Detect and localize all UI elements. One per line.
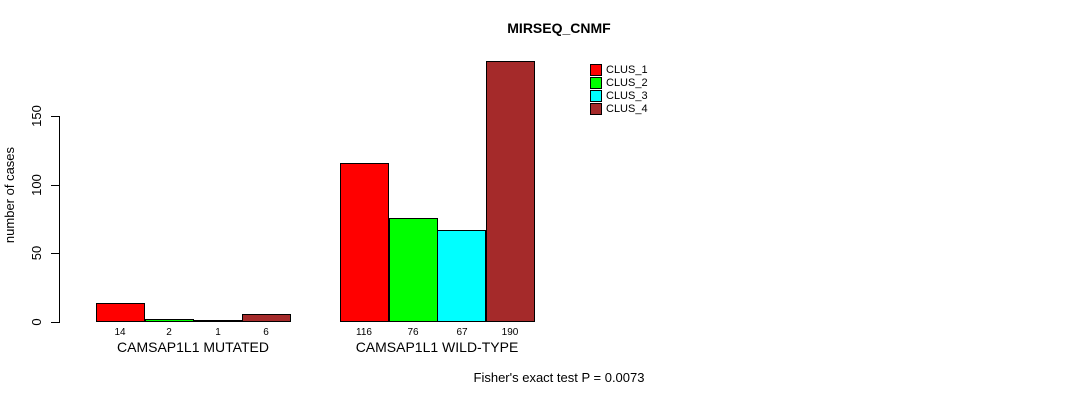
bar [437,230,486,322]
bar [96,303,145,322]
bar-value-label: 2 [166,327,172,338]
bar [193,320,242,322]
y-tick-mark [51,116,59,117]
bar-value-label: 6 [263,327,269,338]
bar-value-label: 190 [501,327,519,338]
annotation-text: Fisher's exact test P = 0.0073 [473,370,645,385]
legend-swatch-icon [590,64,602,76]
bar-value-label: 76 [407,327,419,338]
bar [389,218,438,322]
y-tick-mark [51,322,59,323]
bar [242,314,291,322]
y-tick-mark [51,253,59,254]
bar-value-label: 1 [215,327,221,338]
legend-item-label: CLUS_3 [606,90,648,102]
bar-value-label: 14 [114,327,126,338]
y-tick-mark [51,185,59,186]
y-tick-label: 50 [29,245,44,261]
legend-item: CLUS_3 [590,90,648,102]
y-axis-line [59,116,60,323]
bar [486,61,535,322]
bar-value-label: 67 [456,327,468,338]
chart-title: MIRSEQ_CNMF [507,20,611,36]
legend: CLUS_1 CLUS_2 CLUS_3 CLUS_4 [590,64,648,116]
legend-item: CLUS_4 [590,103,648,115]
bar-value-label: 116 [356,327,372,338]
legend-swatch-icon [590,77,602,89]
y-axis-label: number of cases [2,146,17,244]
y-tick-label: 0 [29,318,44,326]
bar [340,163,389,322]
legend-swatch-icon [590,103,602,115]
bar [145,319,194,322]
y-tick-label: 150 [29,105,44,127]
legend-item: CLUS_2 [590,77,648,89]
x-category-label: CAMSAP1L1 MUTATED [117,339,269,355]
legend-item: CLUS_1 [590,64,648,76]
legend-swatch-icon [590,90,602,102]
legend-item-label: CLUS_1 [606,64,648,76]
y-tick-label: 100 [29,174,44,196]
legend-item-label: CLUS_4 [606,103,648,115]
x-category-label: CAMSAP1L1 WILD-TYPE [355,339,519,355]
legend-item-label: CLUS_2 [606,77,648,89]
